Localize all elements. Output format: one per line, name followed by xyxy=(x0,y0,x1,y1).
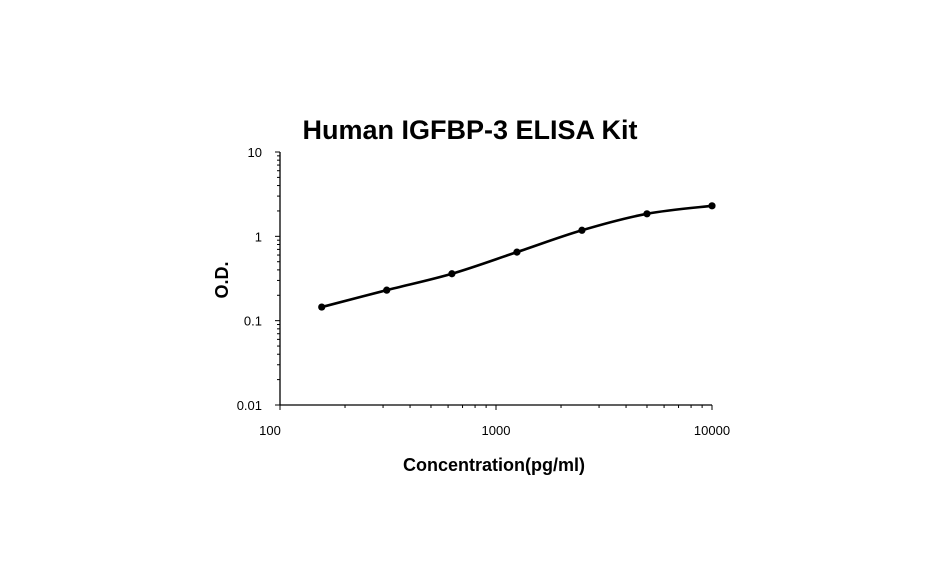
data-point xyxy=(383,286,391,294)
x-axis-label: Concentration(pg/ml) xyxy=(403,455,585,475)
y-tick-label: 10 xyxy=(248,145,262,160)
data-point xyxy=(708,202,716,210)
data-point xyxy=(578,226,586,234)
x-tick-label: 10000 xyxy=(694,423,730,438)
series-group xyxy=(318,202,716,311)
data-point xyxy=(318,303,326,311)
data-point xyxy=(513,248,521,256)
axes-group xyxy=(279,152,712,406)
x-tick-label: 100 xyxy=(259,423,281,438)
data-point xyxy=(448,270,456,278)
ticks-group: 0.01 0.1 1 10 100 1000 10000 xyxy=(237,145,730,438)
data-point xyxy=(643,210,651,218)
chart-title: Human IGFBP-3 ELISA Kit xyxy=(302,115,637,145)
y-tick-label: 0.01 xyxy=(237,398,262,413)
y-tick-label: 1 xyxy=(255,229,262,244)
standard-curve-line xyxy=(320,204,714,309)
x-tick-label: 1000 xyxy=(482,423,511,438)
y-axis-label: O.D. xyxy=(212,261,232,298)
y-tick-label: 0.1 xyxy=(244,314,262,329)
